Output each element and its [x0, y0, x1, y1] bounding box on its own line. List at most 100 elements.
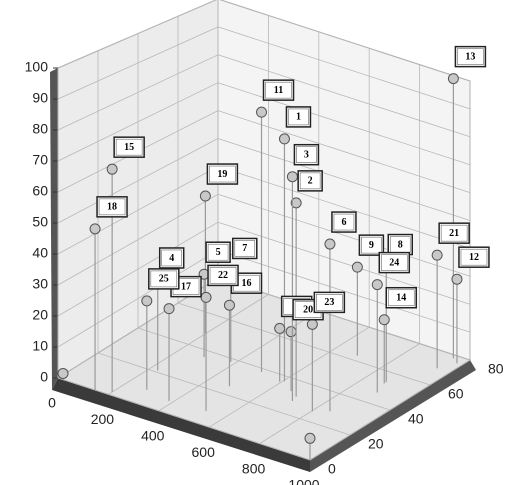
point-label: 12 [469, 252, 479, 263]
label-box-inner [150, 270, 178, 288]
label-box-inner [161, 249, 183, 267]
point-label: 6 [341, 217, 346, 228]
label-box-inner [380, 254, 408, 271]
label-box [378, 251, 411, 274]
x-tick-label: 600 [192, 444, 216, 460]
point-label: 22 [218, 270, 228, 281]
label-box [297, 170, 323, 192]
label-box-inner [387, 289, 415, 307]
wall-edge [50, 68, 58, 390]
floor-edge [52, 378, 310, 472]
grid-line [97, 352, 351, 436]
grid-line [217, 193, 471, 277]
label-box [148, 268, 180, 290]
point [447, 73, 459, 85]
z-tick-label: 70 [32, 152, 48, 168]
grid-line [217, 249, 471, 333]
y-tick-label: 20 [368, 436, 384, 452]
label-box-inner [209, 267, 237, 284]
label-box [438, 222, 470, 244]
point [141, 295, 153, 307]
point-label: 21 [449, 228, 459, 239]
point [431, 249, 443, 261]
point [306, 318, 318, 330]
point-label: 13 [465, 51, 475, 62]
label-box [358, 234, 385, 256]
x-tick-label: 0 [48, 395, 56, 411]
point-label: 23 [324, 297, 334, 308]
point-label: 20 [303, 304, 313, 315]
x-tick-label: 200 [91, 411, 115, 427]
point-label: 1 [296, 112, 301, 123]
grid-line [57, 377, 311, 461]
point-label: 11 [274, 85, 283, 96]
point-label: 15 [124, 142, 134, 153]
point [199, 190, 211, 202]
label-box-inner [299, 172, 321, 190]
point-label: 17 [181, 281, 191, 292]
label-box-inner [234, 240, 256, 257]
floor-edge [310, 360, 476, 472]
label-box [331, 211, 357, 233]
point-label: 16 [241, 278, 251, 289]
label-box-inner [98, 198, 126, 216]
label-box [96, 196, 128, 218]
y-tick-label: 40 [408, 411, 424, 427]
grid-line [219, 0, 471, 82]
grid-line [217, 166, 471, 249]
label-box-inner [265, 81, 292, 99]
label-box [385, 286, 417, 309]
label-box [285, 106, 312, 128]
point [286, 171, 298, 183]
label-box-inner [440, 224, 468, 242]
point [451, 273, 463, 285]
label-box [454, 45, 487, 68]
point-label: 24 [389, 257, 399, 268]
y-tick-label: 0 [328, 461, 336, 477]
point [163, 303, 175, 315]
label-box [207, 264, 239, 287]
z-tick-label: 20 [32, 307, 48, 323]
point-label: 5 [216, 247, 221, 258]
y-tick-label: 80 [488, 361, 504, 377]
grid-line [137, 327, 391, 411]
point-label: 18 [107, 202, 117, 213]
point [285, 326, 297, 338]
label-box-inner [316, 294, 343, 311]
label-box-inner [457, 48, 484, 65]
z-tick-label: 60 [32, 183, 48, 199]
label-box-inner [288, 108, 309, 126]
grid-line [217, 82, 471, 166]
label-box-inner [361, 236, 382, 254]
point [274, 322, 286, 334]
point-label: 4 [169, 253, 174, 264]
x-tick-label: 400 [141, 428, 165, 444]
grid-line [177, 302, 431, 386]
label-box [458, 246, 490, 268]
z-tick-label: 30 [32, 276, 48, 292]
label-box [205, 241, 231, 263]
y-tick-label: 60 [448, 386, 464, 402]
x-tick-label: 1000 [288, 477, 319, 485]
grid-line [217, 26, 471, 110]
label-box-inner [296, 146, 317, 163]
point-label: 14 [396, 293, 406, 304]
point [304, 432, 316, 444]
point-label: 9 [369, 240, 374, 251]
label-box [232, 237, 258, 260]
grid-line [217, 138, 471, 221]
label-box-inner [207, 243, 229, 261]
label-box-inner [460, 248, 488, 266]
z-tick-label: 10 [32, 338, 48, 354]
point-label: 25 [159, 274, 169, 285]
z-tick-label: 80 [32, 121, 48, 137]
label-box [113, 136, 145, 158]
point-label: 7 [242, 243, 247, 254]
point-label: 3 [304, 149, 309, 160]
point [290, 197, 302, 209]
point [378, 314, 390, 326]
grid-line [217, 110, 471, 193]
point [89, 223, 101, 235]
